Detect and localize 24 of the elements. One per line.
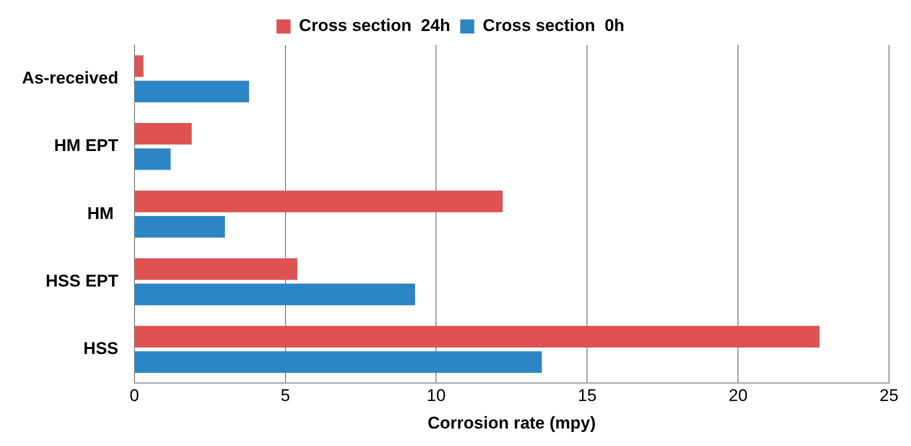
- x-axis-title: Corrosion rate (mpy): [428, 413, 596, 432]
- x-tick-label: 20: [728, 386, 748, 406]
- bar: [134, 258, 298, 280]
- legend-label: Cross section 0h: [482, 16, 624, 36]
- bar: [134, 55, 144, 77]
- legend-label: Cross section 24h: [299, 16, 450, 36]
- bar: [134, 123, 192, 145]
- y-tick-label: HM EPT: [54, 136, 119, 156]
- bar: [134, 80, 250, 102]
- bar: [134, 216, 225, 238]
- x-tick-label: 10: [426, 386, 446, 406]
- bar: [134, 284, 416, 306]
- x-tick-label: 5: [280, 386, 290, 406]
- x-tick-label: 25: [880, 386, 898, 406]
- y-tick-label: As-received: [22, 68, 118, 88]
- bar: [134, 190, 503, 212]
- y-tick-label: HSS: [83, 339, 118, 358]
- bar: [134, 326, 820, 348]
- bar: [134, 148, 171, 170]
- bar: [134, 351, 542, 373]
- x-tick-label: 0: [130, 386, 140, 406]
- y-tick-label: HSS EPT: [46, 271, 119, 290]
- x-tick-label: 15: [578, 386, 597, 406]
- y-tick-label: HM: [87, 204, 118, 223]
